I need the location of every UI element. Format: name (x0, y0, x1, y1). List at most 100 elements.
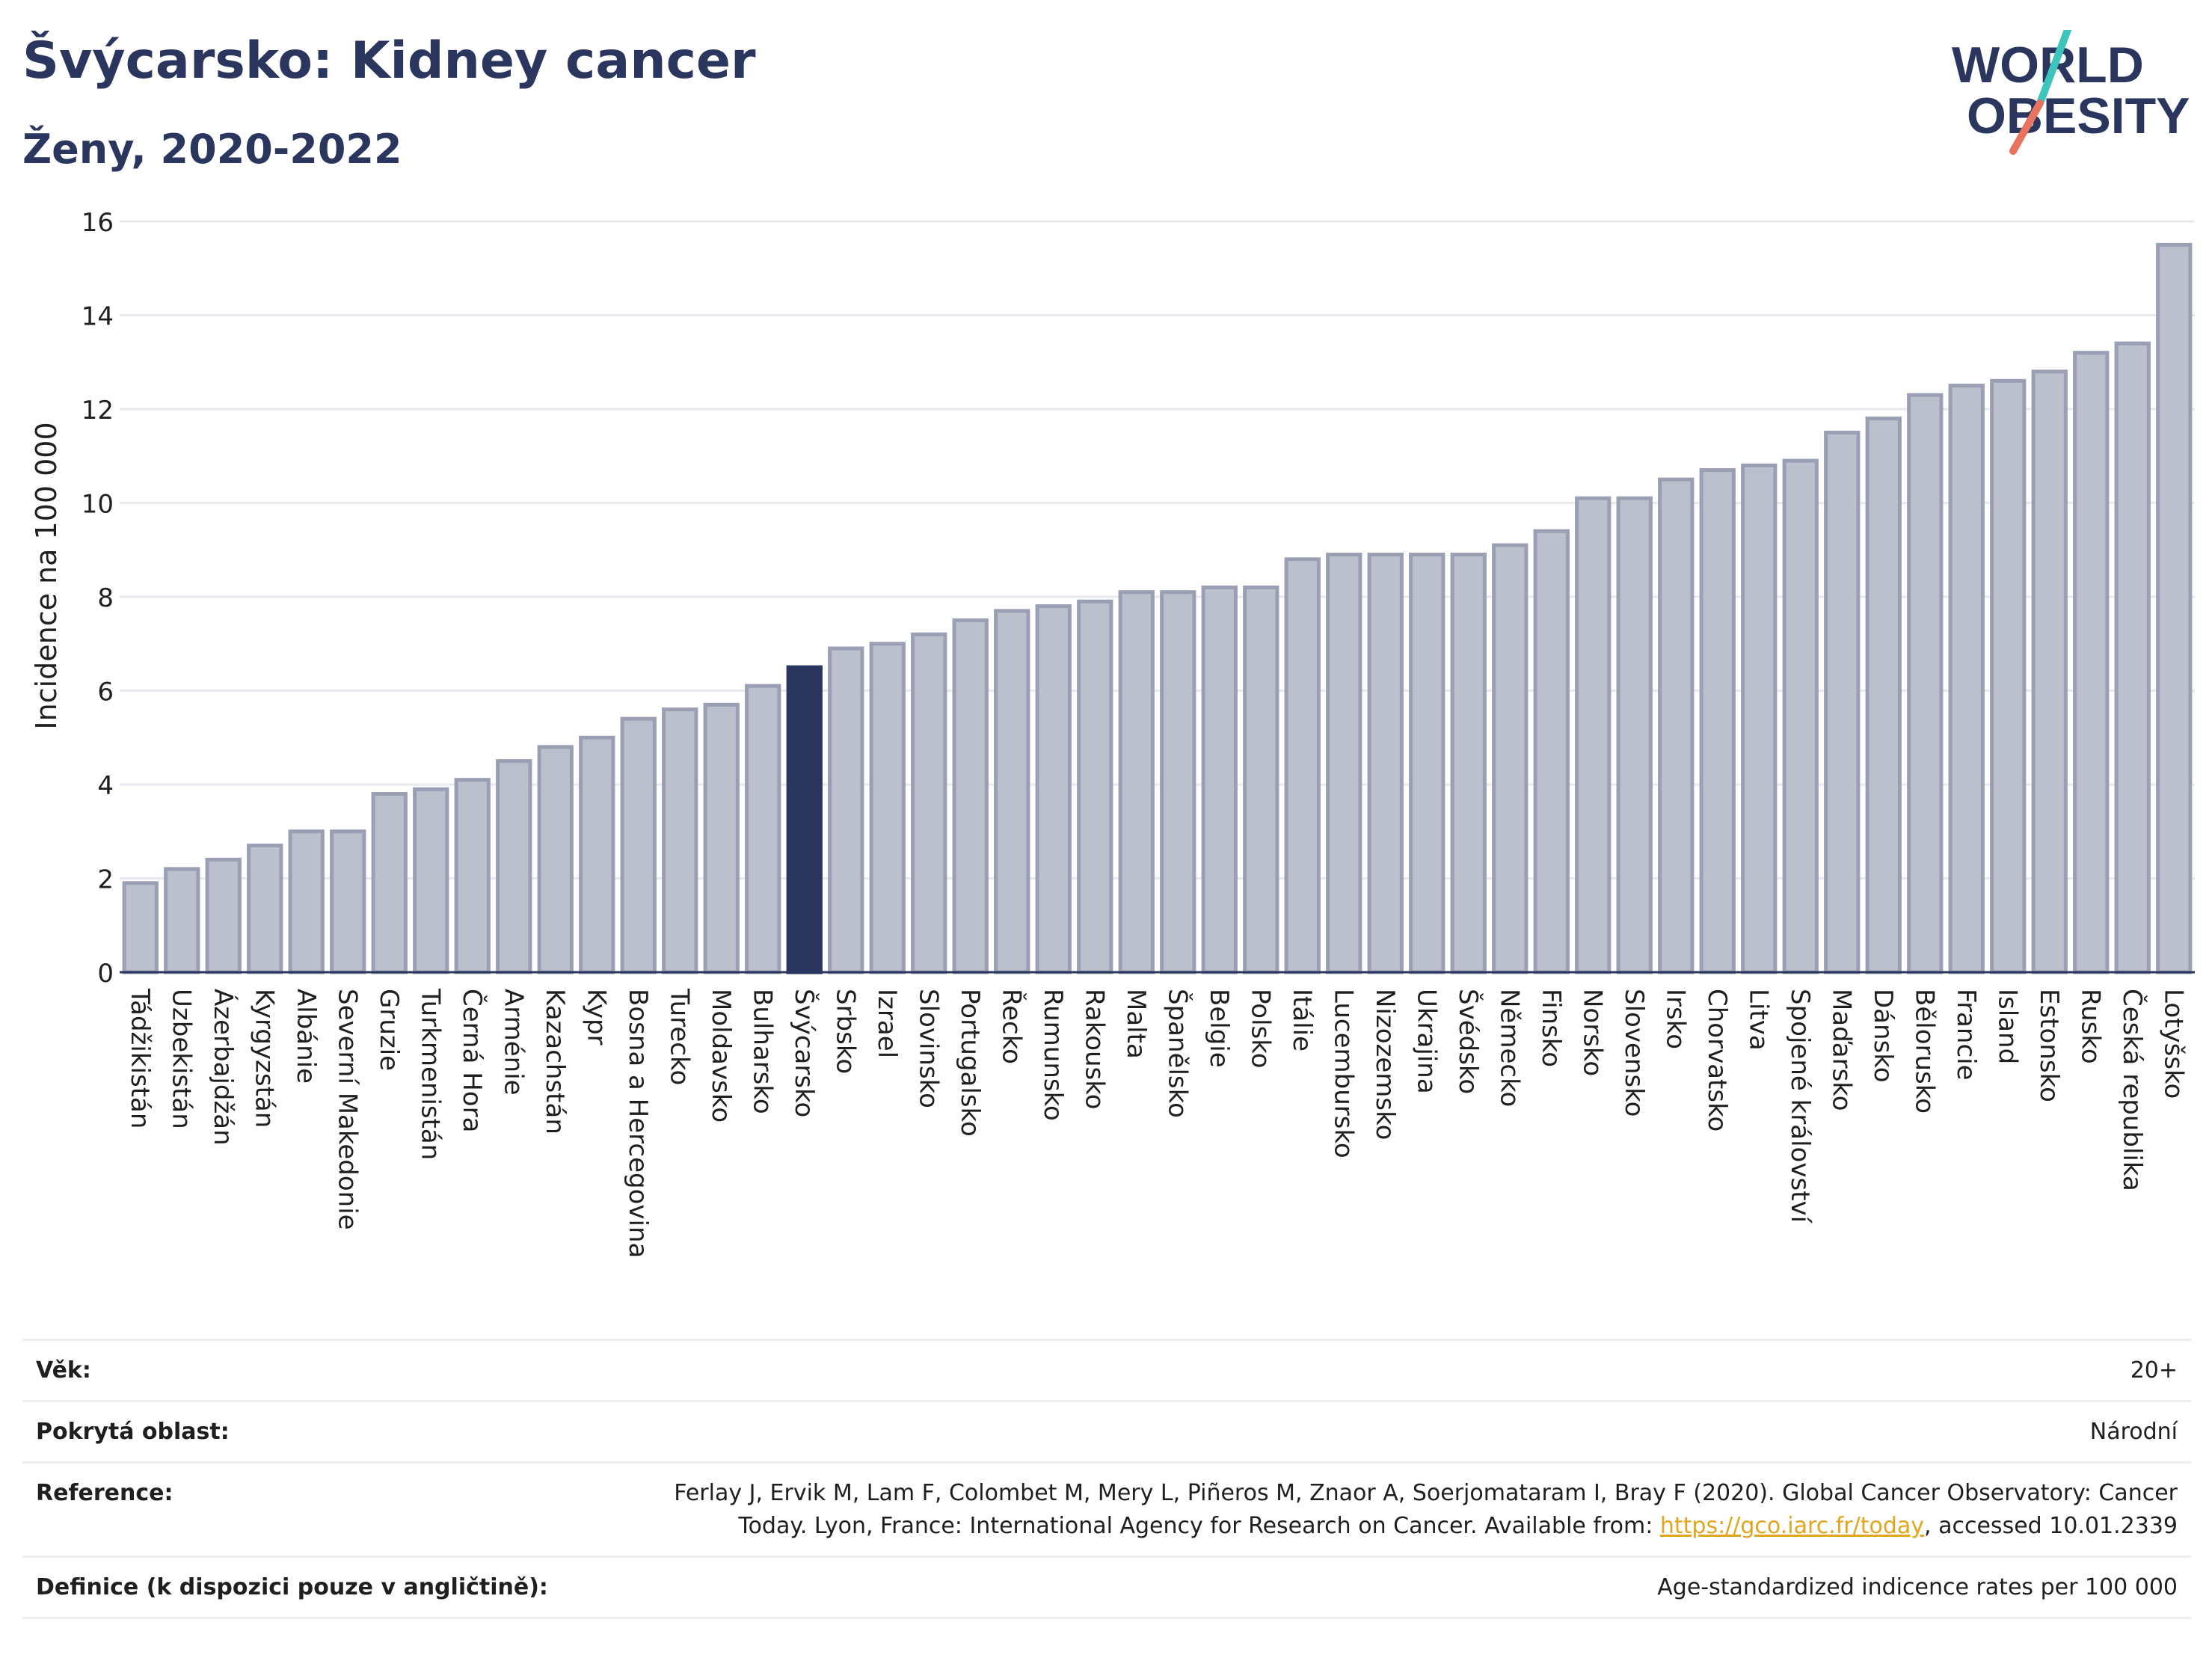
coverage-label: Pokrytá oblast: (22, 1400, 573, 1463)
bar (122, 881, 159, 974)
bar (911, 632, 947, 974)
bar (1990, 378, 2027, 974)
x-tick-label: Polsko (1245, 989, 1275, 1069)
x-tick-label: Kyrgyzstán (249, 989, 279, 1128)
logo-line-2: OBESITY (1967, 87, 2190, 144)
y-tick-label: 10 (82, 490, 114, 520)
bar (454, 778, 491, 974)
x-tick-label: Arménie (498, 989, 528, 1096)
bar (247, 844, 283, 974)
bar (1699, 468, 1736, 974)
bar (1658, 477, 1695, 974)
bar (1077, 599, 1113, 974)
x-tick-label: Lotyšsko (2158, 989, 2188, 1099)
bar (1201, 585, 1238, 974)
bar-highlighted (786, 665, 823, 974)
bar (1243, 585, 1279, 974)
x-tick-label: Island (1992, 989, 2022, 1064)
x-tick-label: Bulharsko (747, 989, 777, 1114)
bar (1450, 553, 1487, 974)
bar (413, 787, 449, 974)
chart-subtitle: Ženy, 2020-2022 (22, 126, 402, 173)
bars (120, 242, 2195, 974)
bar (1782, 458, 1819, 974)
bar (2073, 351, 2110, 974)
x-tick-label: Švýcarsko (789, 989, 820, 1117)
bar (1118, 590, 1155, 974)
x-tick-label: Řecko (996, 989, 1027, 1064)
x-tick-label: Severní Makedonie (332, 989, 362, 1230)
y-tick-label: 4 (97, 771, 114, 801)
x-tick-label: Německo (1494, 989, 1524, 1107)
x-tick-label: Gruzie (374, 989, 404, 1071)
bar (1367, 553, 1404, 974)
x-tick-label: Turecko (664, 988, 694, 1085)
x-tick-label: Belgie (1204, 989, 1234, 1068)
y-tick-labels: 0 2 4 6 8 10 12 14 16 (82, 208, 114, 989)
bar (662, 707, 698, 974)
bar (2156, 242, 2193, 974)
bar (1160, 590, 1196, 974)
x-tick-label: Irsko (1660, 989, 1690, 1049)
age-value: 20+ (573, 1339, 2191, 1401)
info-row-definition: Definice (k dispozici pouze v angličtině… (22, 1556, 2191, 1619)
bar (205, 857, 242, 974)
x-tick-label: Kazachstán (540, 989, 570, 1134)
reference-text-2: Today. Lyon, France: International Agenc… (738, 1513, 1660, 1539)
world-obesity-logo: WORLD OBESITY (1952, 30, 2190, 155)
bar (1409, 553, 1446, 974)
x-tick-label: Černá Hora (457, 989, 488, 1132)
info-row-reference: Reference: Ferlay J, Ervik M, Lam F, Col… (22, 1461, 2191, 1557)
bar (828, 646, 864, 974)
bar (496, 759, 532, 974)
bar (1616, 496, 1653, 974)
definition-label: Definice (k dispozici pouze v angličtině… (22, 1556, 573, 1619)
bar (164, 867, 200, 974)
logo-slash-red (2009, 99, 2044, 155)
bar (288, 829, 325, 974)
y-tick-label: 8 (97, 583, 114, 613)
x-tick-label: Estonsko (2034, 989, 2064, 1102)
x-tick-label: Izrael (872, 989, 902, 1058)
y-axis-label: Incidence na 100 000 (30, 422, 63, 729)
x-tick-label: Norsko (1577, 989, 1607, 1076)
x-tick-label: Švédsko (1453, 989, 1484, 1094)
age-label: Věk: (22, 1339, 573, 1401)
x-tick-label: Rusko (2075, 989, 2105, 1064)
x-tick-label: Moldavsko (706, 989, 736, 1123)
x-tick-label: Kypr (581, 989, 611, 1045)
x-tick-label: Maďarsko (1826, 989, 1856, 1111)
y-tick-label: 0 (97, 959, 114, 989)
x-tick-label: Ázerbajdžán (208, 989, 239, 1146)
bar (869, 642, 906, 974)
reference-value: Ferlay J, Ervik M, Lam F, Colombet M, Me… (573, 1461, 2191, 1557)
coverage-value: Národní (573, 1400, 2191, 1463)
bar (620, 716, 657, 974)
bar (1824, 430, 1861, 974)
x-tick-label: Lucembursko (1328, 989, 1358, 1158)
bar (994, 609, 1030, 974)
x-tick-label: Srbsko (830, 989, 860, 1074)
bar (537, 745, 574, 974)
y-tick-label: 12 (82, 396, 114, 426)
y-tick-label: 14 (82, 302, 114, 332)
reference-link[interactable]: https://gco.iarc.fr/today (1659, 1513, 1925, 1539)
bar (1741, 463, 1778, 974)
x-tick-label: Tádžikistán (125, 988, 155, 1129)
x-tick-label: Francie (1951, 989, 1981, 1081)
info-row-coverage: Pokrytá oblast: Národní (22, 1400, 2191, 1463)
chart-title: Švýcarsko: Kidney cancer (22, 31, 756, 90)
info-table: Věk: 20+ Pokrytá oblast: Národní Referen… (22, 1339, 2191, 1619)
bar (1326, 553, 1362, 974)
x-tick-label: Dánsko (1868, 989, 1898, 1083)
x-tick-label: Litva (1743, 989, 1773, 1051)
bar (1865, 417, 1902, 974)
bar (371, 792, 408, 974)
x-tick-label: Slovinsko (913, 989, 943, 1108)
x-tick-label: Itálie (1287, 989, 1317, 1051)
x-tick-label: Malta (1121, 989, 1151, 1059)
x-tick-label: Spojené království (1785, 989, 1815, 1224)
x-tick-label: Rumunsko (1038, 989, 1068, 1121)
definition-value: Age-standardized indicence rates per 100… (573, 1556, 2191, 1619)
x-tick-label: Uzbekistán (166, 989, 196, 1129)
